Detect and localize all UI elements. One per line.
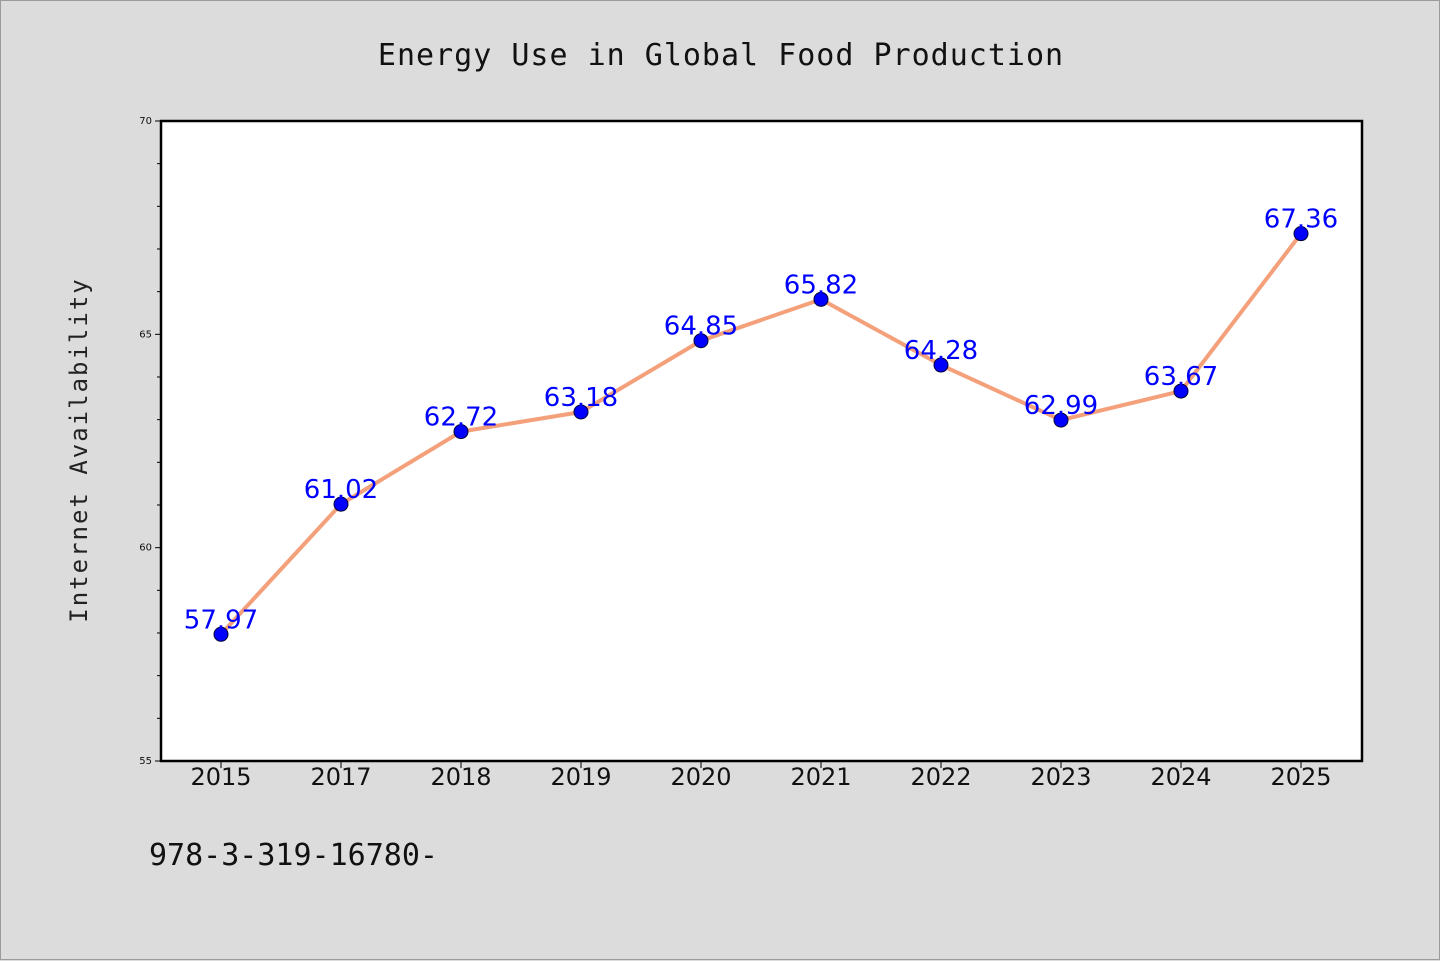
- data-label: 62.72: [424, 403, 498, 433]
- x-tick-label: 2020: [670, 763, 731, 791]
- data-point: [933, 357, 949, 373]
- plot-area: [159, 119, 1364, 763]
- x-tick-label: 2018: [430, 763, 491, 791]
- x-tick-label: 2015: [190, 763, 251, 791]
- x-tick-label: 2021: [790, 763, 851, 791]
- x-tick-label: 2022: [910, 763, 971, 791]
- data-label: 64.85: [664, 312, 738, 342]
- x-tick-label: 2024: [1150, 763, 1211, 791]
- x-tick-label: 2023: [1030, 763, 1091, 791]
- series-group: 57.97 61.02 62.72 63.18 64.85 65.82 64.28 62.99…: [184, 205, 1338, 642]
- x-axis: 2015 2017 2018 2019 2020 2021 2022 2023 2024 2025: [190, 761, 1332, 791]
- data-point: [813, 291, 829, 307]
- x-tick-label: 2017: [310, 763, 371, 791]
- footer-code: 978-3-319-16780-: [149, 838, 438, 873]
- data-label: 65.82: [784, 270, 858, 300]
- data-label: 62.99: [1024, 391, 1098, 421]
- data-point: [1053, 412, 1069, 428]
- data-label: 63.67: [1144, 362, 1218, 392]
- series-line: [219, 232, 1303, 636]
- chart-title: Energy Use in Global Food Production: [378, 38, 1064, 73]
- data-label: 61.02: [304, 475, 378, 505]
- data-label: 67.36: [1264, 205, 1338, 235]
- data-point: [693, 333, 709, 349]
- data-point: [213, 626, 229, 642]
- data-label: 63.18: [544, 383, 618, 413]
- data-point: [333, 496, 349, 512]
- data-label: 57.97: [184, 605, 258, 635]
- x-tick-label: 2025: [1270, 763, 1331, 791]
- y-tick-label: 60: [139, 543, 152, 554]
- y-tick-label: 70: [139, 116, 152, 127]
- data-point: [1293, 226, 1309, 242]
- x-tick-label: 2019: [550, 763, 611, 791]
- data-label: 64.28: [904, 336, 978, 366]
- data-point: [453, 424, 469, 440]
- data-point: [1173, 383, 1189, 399]
- y-tick-label: 65: [139, 329, 152, 340]
- y-tick-label: 55: [139, 756, 152, 767]
- y-axis-label: Internet Availability: [65, 277, 93, 622]
- y-axis: 55 60 65 70: [139, 116, 161, 767]
- data-point: [573, 404, 589, 420]
